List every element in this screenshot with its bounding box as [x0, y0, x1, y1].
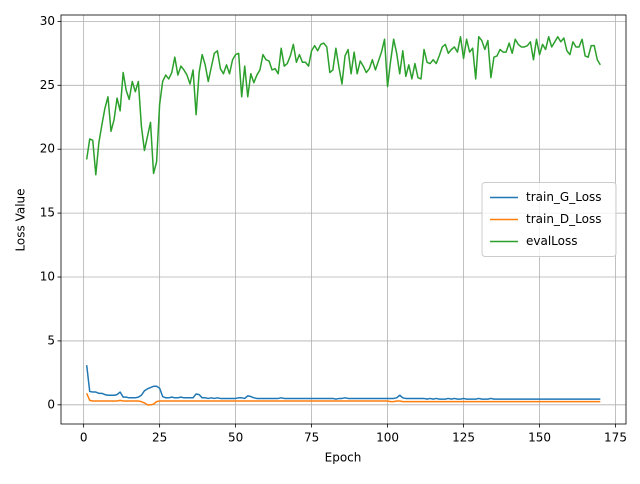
legend-label: train_G_Loss: [526, 190, 602, 204]
x-tick-label: 125: [452, 431, 475, 445]
x-tick-label: 150: [528, 431, 551, 445]
legend-box: [481, 182, 617, 257]
x-tick-label: 25: [152, 431, 167, 445]
y-tick-label: 10: [40, 270, 55, 284]
legend-label: train_D_Loss: [526, 212, 602, 226]
data-line: [85, 35, 601, 176]
legend: train_G_Loss train_D_Loss evalLoss: [481, 182, 617, 257]
y-tick-label: 25: [40, 78, 55, 92]
y-axis-label: Loss Value: [14, 188, 28, 251]
x-tick-label: 50: [228, 431, 243, 445]
x-tick-label: 100: [376, 431, 399, 445]
data-line: [85, 393, 601, 406]
lines: [85, 35, 601, 406]
y-tick-label: 30: [40, 14, 55, 28]
y-tick-label: 15: [40, 206, 55, 220]
axes-frame: [60, 14, 627, 425]
legend-label: evalLoss: [526, 234, 578, 248]
x-tick-label: 75: [304, 431, 319, 445]
y-tick-label: 5: [47, 333, 55, 347]
x-tick-label: 0: [80, 431, 88, 445]
data-line: [85, 365, 601, 400]
grid: [61, 15, 626, 424]
y-tick-label: 0: [47, 397, 55, 411]
x-tick-label: 175: [604, 431, 627, 445]
x-axis-label: Epoch: [325, 451, 362, 465]
y-tick-label: 20: [40, 142, 55, 156]
